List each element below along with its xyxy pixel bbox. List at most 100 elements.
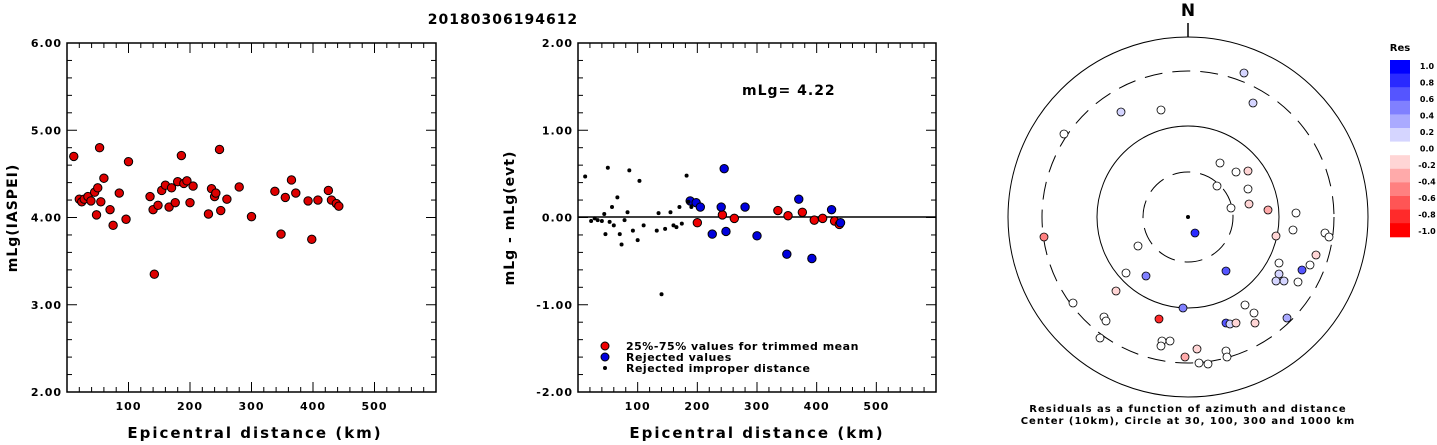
polar-residual-point (1178, 303, 1188, 313)
panel1-xlabel: Epicentral distance (km) (127, 424, 382, 441)
north-label: N (1181, 1, 1195, 21)
ring-30km (1142, 171, 1234, 263)
panel1-data-point (188, 181, 198, 191)
panel1-data-point (93, 183, 103, 193)
polar-residual-point (1222, 352, 1232, 362)
colorbar-cell (1390, 60, 1410, 75)
panel1-ytick-label: 5.00 (31, 124, 62, 137)
panel2-point-improper-distance (583, 174, 588, 179)
panel2-point-improper-distance (689, 205, 694, 210)
panel2-ytick-label: 2.00 (542, 37, 573, 50)
legend-label: 25%-75% values for trimmed mean (626, 340, 859, 353)
panel1-data-point (185, 197, 195, 208)
panel1-data-point (286, 175, 297, 185)
polar-residual-point (1249, 308, 1259, 318)
panel1-data-point (307, 234, 317, 245)
panel2-xtick-label: 500 (863, 400, 889, 413)
panel2-point-rejected (707, 229, 717, 239)
polar-residual-point (1221, 266, 1231, 276)
panel2-point-trimmed-mean (817, 213, 828, 224)
panel2-ylabel: mLg - mLg(evt) (502, 151, 518, 286)
colorbar-tick-label: 0.6 (1420, 95, 1435, 104)
polar-residual-point (1240, 300, 1250, 310)
polar-residual-point (1154, 314, 1164, 324)
panel1-data-point (280, 192, 291, 203)
polar-residual-point (1226, 203, 1236, 213)
polar-residual-point (1180, 352, 1190, 362)
polar-residual-point (1133, 241, 1143, 251)
panel1-data-point (313, 195, 323, 205)
colorbar-tick-label: -1.0 (1418, 227, 1436, 236)
panel2-point-rejected (835, 218, 846, 228)
panel1-data-point (182, 176, 192, 186)
colorbar-cell (1390, 196, 1410, 211)
panel2-point-rejected (719, 163, 729, 174)
panel2-point-rejected (807, 253, 817, 264)
polar-residual-point (1291, 208, 1301, 218)
colorbar-tick-label: 0.4 (1420, 111, 1435, 120)
polar-residual-point (1279, 276, 1289, 286)
polar-residual-point (1121, 268, 1131, 278)
panel1-ytick-label: 3.00 (31, 299, 62, 312)
panel2-xtick-label: 400 (804, 400, 830, 413)
colorbar-cell (1390, 114, 1410, 129)
panel1-data-point (270, 186, 280, 197)
polar-residual-point (1271, 276, 1281, 286)
panel1-data-point (234, 182, 244, 192)
polar-residual-point (1068, 298, 1078, 308)
polar-residual-point (1271, 231, 1281, 241)
panel2-point-improper-distance (635, 238, 640, 243)
panel2-point-trimmed-mean (783, 211, 793, 221)
colorbar-cell (1390, 182, 1410, 197)
polar-residual-point (1192, 344, 1202, 354)
polar-residual-point (1156, 341, 1166, 351)
panel2-point-improper-distance (617, 232, 622, 237)
panel2-point-improper-distance (627, 168, 632, 173)
colorbar-cell (1390, 141, 1410, 156)
colorbar-ticks: 1.0 0.8 0.6 0.4 0.2 0.0 -0.2 -0.4 -0.6 -0.8 -1.0 (1418, 62, 1436, 236)
polar-residual-point (1248, 98, 1258, 108)
panel1-data-point (99, 173, 109, 183)
polar-residual-point (1250, 318, 1260, 328)
colorbar-tick-label: 1.0 (1420, 62, 1435, 71)
panel1-data-point (105, 204, 115, 215)
legend-marker-improper-distance (603, 366, 607, 370)
panel2-point-improper-distance (625, 210, 630, 215)
panel1-ylabel: mLg(IASPEI) (5, 164, 21, 273)
panel1-data-point (91, 210, 102, 220)
colorbar-title: Res (1390, 43, 1410, 54)
panel1-data-point (166, 183, 177, 193)
polar-residual-point (1095, 333, 1105, 343)
polar-caption-line1: Residuals as a function of azimuth and d… (1029, 404, 1346, 415)
panel2-point-improper-distance (622, 218, 627, 223)
panel1-xtick-label: 100 (116, 400, 142, 413)
polar-residual-point (1212, 181, 1222, 191)
panel2-point-improper-distance (589, 218, 594, 223)
panel2-xtick-label: 100 (625, 400, 651, 413)
panel1-data-point (96, 197, 106, 207)
panel2-point-trimmed-mean (809, 215, 819, 225)
panel1-data-point (334, 201, 344, 211)
polar-residual-point (1231, 318, 1241, 328)
panel2-point-improper-distance (637, 178, 642, 183)
panel2-point-rejected (794, 194, 804, 204)
panel1-data-point (214, 144, 225, 155)
panel1-data-point (211, 188, 221, 198)
panel1-data-point (69, 151, 79, 162)
panel1-data-point (246, 211, 257, 222)
ring-100km (1096, 125, 1280, 309)
panel2-xlabel: Epicentral distance (km) (629, 424, 884, 441)
panel2-legend: 25%-75% values for trimmed meanRejected … (600, 340, 859, 375)
legend-marker-rejected (600, 352, 610, 362)
polar-residual-point (1194, 358, 1204, 368)
panel2-ytick-label: 0.00 (542, 212, 573, 225)
polar-residual-point (1239, 68, 1249, 78)
polar-residual-point (1116, 107, 1126, 117)
panel2-ytick-label: -1.00 (536, 299, 573, 312)
panel1-data-point (170, 197, 180, 208)
panel1-xtick-label: 400 (300, 400, 326, 413)
colorbar-tick-label: -0.4 (1418, 177, 1436, 186)
panel1-data-point (108, 220, 118, 231)
panel2-point-improper-distance (602, 212, 607, 217)
